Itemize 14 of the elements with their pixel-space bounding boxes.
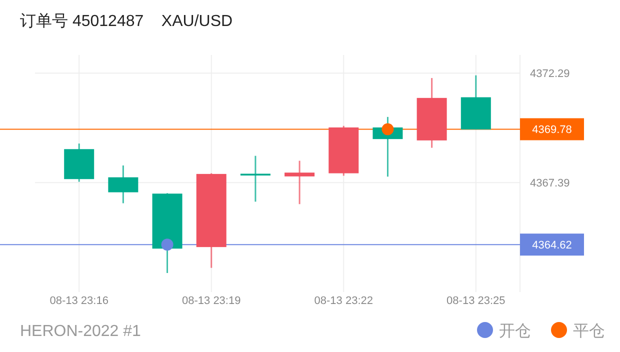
legend-label: 平仓 [573,323,605,340]
legend-item: 平仓 [551,322,605,340]
legend-item: 开仓 [477,322,531,340]
legend-label: 开仓 [499,323,531,340]
ref-line-label: 4364.62 [532,240,572,252]
x-tick-label: 08-13 23:22 [314,295,373,307]
y-tick-label: 4372.29 [530,68,570,80]
text: HERON-2022 #1 [20,323,142,340]
chart-title: 订单号 45012487 XAU/USD [20,12,233,30]
y-tick-label: 4367.39 [530,178,570,190]
x-tick-label: 08-13 23:16 [50,295,108,307]
x-tick-label: 08-13 23:25 [446,295,506,307]
x-tick-label: 08-13 23:19 [182,295,241,307]
ref-line-label: 4369.78 [532,124,572,136]
